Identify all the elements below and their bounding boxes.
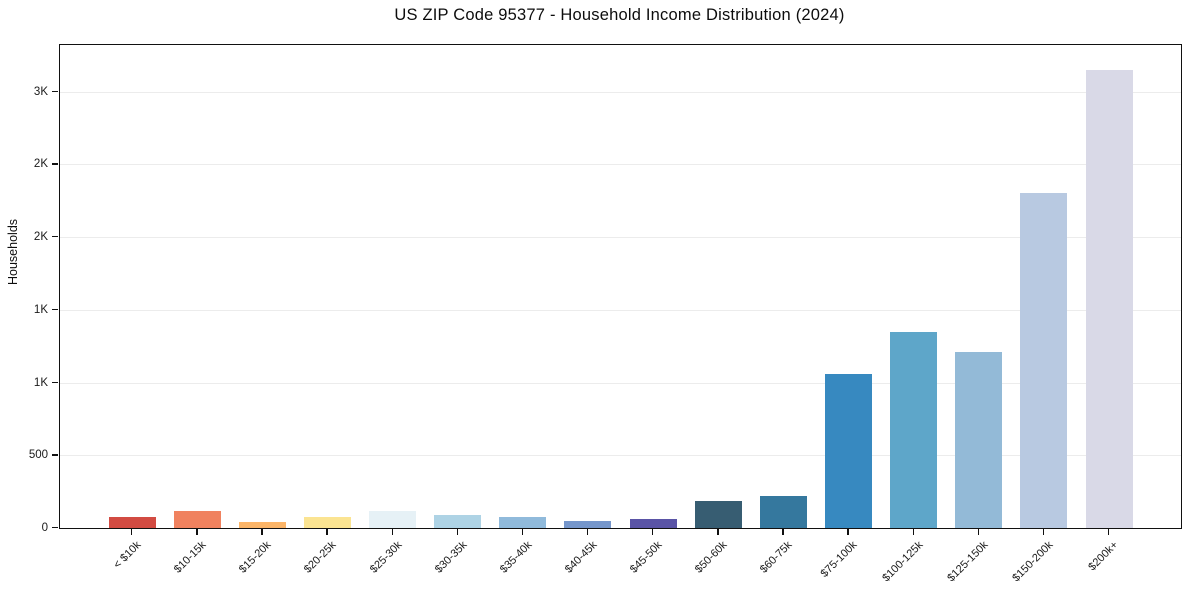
x-tick-label: $50-60k [693, 539, 730, 576]
x-tick-mark [912, 529, 914, 535]
bar-10k [108, 517, 156, 528]
x-tick-mark [782, 529, 784, 535]
x-tick-mark [261, 529, 263, 535]
bar-200k [1085, 69, 1133, 528]
x-tick-label: < $10k [111, 539, 144, 572]
x-tick-label: $25-30k [367, 539, 405, 576]
x-tick-label: $15-20k [237, 539, 274, 576]
bar-100-125k [890, 331, 938, 528]
bar-45-50k [629, 518, 677, 528]
y-tick-label: 0 [41, 522, 48, 534]
x-tick-label: $75-100k [819, 539, 860, 580]
bar-60-75k [759, 495, 807, 528]
x-tick-mark [131, 529, 133, 535]
y-tick-mark [52, 90, 58, 92]
x-tick-mark [847, 529, 849, 535]
x-tick-mark [717, 529, 719, 535]
bar-30-35k [434, 514, 482, 528]
bar-150-200k [1020, 193, 1068, 528]
bar-25-30k [369, 510, 417, 528]
x-tick-label: $45-50k [627, 539, 665, 576]
gridline [60, 455, 1181, 457]
y-tick-label: 2K [33, 158, 48, 171]
x-tick-label: $40-45k [562, 539, 600, 576]
gridline [60, 164, 1181, 166]
bar-40-45k [564, 521, 612, 528]
bar-15-20k [238, 522, 286, 528]
y-tick-label: 2K [33, 231, 48, 244]
x-tick-mark [196, 529, 198, 535]
bar-75-100k [824, 373, 872, 528]
x-tick-label: $10-15k [172, 539, 209, 576]
y-tick-mark [52, 163, 58, 165]
y-tick-mark [52, 308, 58, 311]
x-tick-mark [652, 529, 654, 535]
x-tick-label: $200k+ [1086, 539, 1121, 574]
x-tick-label: $30-35k [432, 539, 470, 576]
gridline [60, 382, 1181, 384]
x-tick-mark [586, 529, 589, 535]
x-tick-mark [521, 529, 524, 535]
x-tick-mark [391, 529, 393, 535]
y-tick-mark [52, 236, 58, 238]
y-tick-mark [52, 454, 58, 456]
gridline [60, 309, 1181, 311]
x-tick-mark [977, 529, 980, 535]
gridline [60, 237, 1181, 239]
x-tick-label: $100-125k [879, 539, 926, 585]
bar-125-150k [955, 351, 1003, 528]
y-tick-label: 1K [33, 303, 48, 316]
x-tick-mark [1042, 529, 1045, 535]
x-tick-label: $150-200k [1010, 539, 1056, 585]
x-tick-mark [1108, 529, 1110, 535]
x-tick-mark [326, 529, 328, 535]
bar-35-40k [499, 517, 547, 528]
bar-50-60k [694, 501, 742, 528]
y-tick-mark [52, 381, 58, 383]
bar-20-25k [303, 516, 351, 528]
y-tick-label: 3K [33, 85, 48, 98]
x-tick-label: $20-25k [302, 539, 339, 576]
y-tick-label: 1K [33, 376, 48, 389]
y-tick-mark [52, 527, 58, 529]
y-tick-label: 500 [28, 449, 48, 462]
x-tick-label: $35-40k [497, 539, 535, 576]
x-tick-label: $60-75k [758, 539, 795, 576]
x-tick-label: $125-150k [944, 539, 991, 585]
plot-area [59, 44, 1182, 529]
gridline [60, 91, 1181, 93]
chart-title: US ZIP Code 95377 - Household Income Dis… [394, 6, 845, 24]
x-tick-mark [456, 529, 459, 535]
bar-10-15k [173, 511, 221, 528]
